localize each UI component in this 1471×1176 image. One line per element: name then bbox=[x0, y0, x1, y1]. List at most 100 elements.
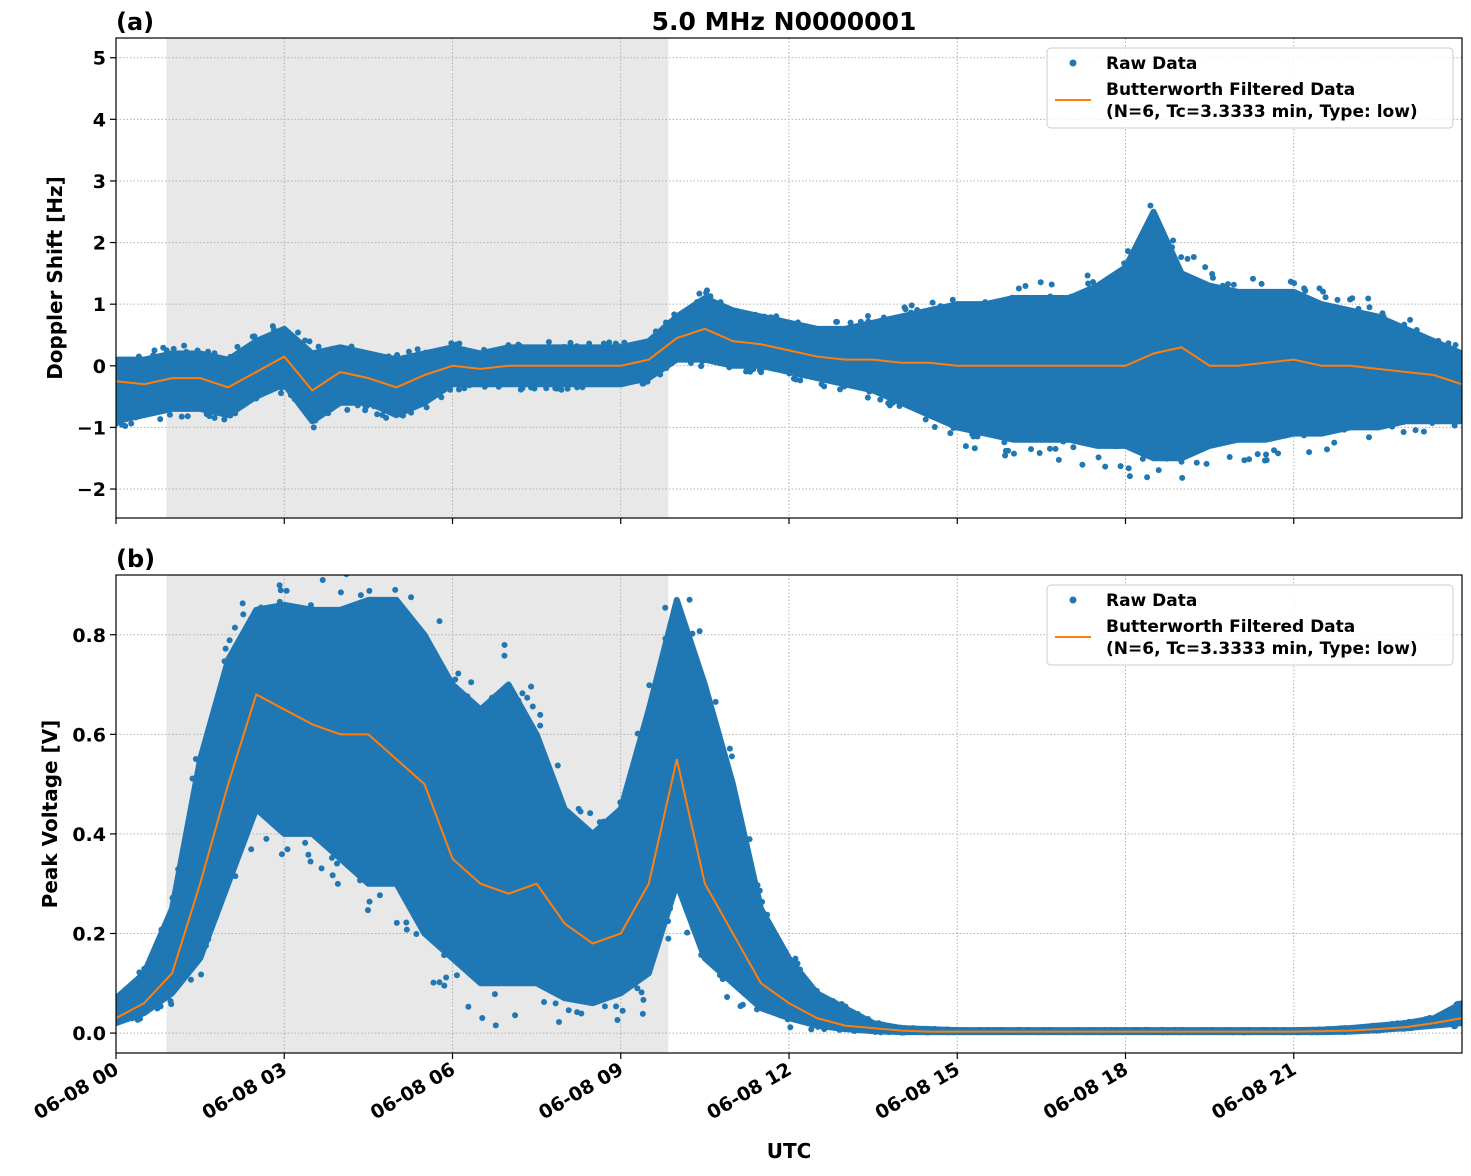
raw-data-point bbox=[319, 577, 326, 584]
raw-data-point bbox=[466, 382, 473, 389]
raw-data-point bbox=[294, 329, 301, 336]
y-tick-label: 0.2 bbox=[72, 924, 106, 946]
raw-data-point bbox=[907, 309, 914, 316]
raw-data-point bbox=[312, 417, 319, 424]
raw-data-point bbox=[379, 411, 386, 418]
raw-data-point bbox=[794, 960, 801, 967]
raw-data-point bbox=[877, 396, 884, 403]
legend-filtered-params: (N=6, Tc=3.3333 min, Type: low) bbox=[1106, 102, 1418, 122]
raw-data-point bbox=[1144, 474, 1151, 481]
raw-data-point bbox=[556, 1019, 563, 1026]
raw-data-point bbox=[528, 384, 535, 391]
raw-data-point bbox=[1334, 296, 1341, 303]
raw-data-point bbox=[370, 561, 376, 567]
raw-data-point bbox=[202, 942, 209, 949]
raw-data-point bbox=[804, 323, 811, 330]
raw-data-point bbox=[750, 366, 757, 373]
raw-data-point bbox=[1028, 446, 1035, 453]
raw-data-point bbox=[461, 385, 468, 392]
raw-data-point bbox=[211, 350, 218, 357]
raw-data-point bbox=[1010, 450, 1017, 457]
raw-data-point bbox=[408, 409, 415, 416]
raw-data-point bbox=[158, 926, 165, 933]
raw-data-point bbox=[287, 392, 294, 399]
y-tick-label: 5 bbox=[93, 48, 106, 70]
raw-data-point bbox=[1453, 1001, 1460, 1008]
raw-data-point bbox=[759, 365, 766, 372]
raw-data-point bbox=[1366, 304, 1373, 311]
raw-data-point bbox=[258, 604, 265, 611]
raw-data-point bbox=[886, 402, 893, 409]
raw-data-point bbox=[665, 918, 672, 925]
raw-data-point bbox=[403, 919, 410, 926]
raw-data-point bbox=[1426, 418, 1433, 425]
raw-data-point bbox=[150, 352, 157, 359]
raw-data-point bbox=[343, 575, 350, 578]
raw-data-point bbox=[181, 342, 188, 349]
raw-data-point bbox=[436, 618, 443, 625]
raw-data-point bbox=[537, 722, 544, 729]
raw-data-point bbox=[1241, 457, 1248, 464]
raw-data-point bbox=[974, 433, 981, 440]
raw-data-point bbox=[690, 925, 697, 932]
raw-data-point bbox=[194, 347, 201, 354]
raw-data-point bbox=[885, 1029, 892, 1036]
raw-data-point bbox=[505, 342, 512, 349]
raw-data-point bbox=[515, 341, 522, 348]
raw-data-point bbox=[841, 383, 848, 390]
raw-data-band bbox=[116, 596, 1462, 1036]
raw-data-point bbox=[574, 384, 581, 391]
raw-data-point bbox=[1047, 293, 1054, 300]
raw-data-point bbox=[501, 652, 508, 659]
raw-data-point bbox=[814, 1023, 821, 1030]
raw-data-point bbox=[135, 353, 142, 360]
raw-data-point bbox=[1275, 450, 1282, 457]
raw-data-point bbox=[137, 1015, 144, 1022]
raw-data-point bbox=[1163, 455, 1170, 462]
raw-data-point bbox=[348, 343, 355, 350]
raw-data-point bbox=[574, 1009, 581, 1016]
raw-data-point bbox=[573, 343, 580, 350]
raw-data-point bbox=[1002, 452, 1009, 459]
raw-data-point bbox=[865, 1016, 872, 1023]
raw-data-point bbox=[414, 346, 421, 353]
legend-filtered-params: (N=6, Tc=3.3333 min, Type: low) bbox=[1106, 639, 1418, 659]
raw-data-point bbox=[263, 835, 270, 842]
raw-data-point bbox=[129, 1015, 136, 1022]
raw-data-point bbox=[619, 1007, 626, 1014]
raw-data-point bbox=[1067, 293, 1074, 300]
raw-data-point bbox=[354, 402, 361, 409]
raw-data-point bbox=[392, 586, 399, 593]
raw-data-point bbox=[1114, 443, 1121, 450]
raw-data-point bbox=[1271, 447, 1278, 454]
raw-data-point bbox=[1258, 280, 1265, 287]
raw-data-point bbox=[1155, 467, 1162, 474]
raw-data-point bbox=[178, 413, 185, 420]
raw-data-point bbox=[1124, 248, 1131, 255]
raw-data-point bbox=[639, 380, 646, 387]
raw-data-point bbox=[864, 394, 871, 401]
raw-data-point bbox=[1451, 422, 1458, 429]
raw-data-point bbox=[276, 582, 283, 589]
raw-data-point bbox=[157, 416, 164, 423]
raw-data-point bbox=[1178, 458, 1185, 465]
raw-data-point bbox=[880, 314, 887, 321]
raw-data-point bbox=[337, 589, 344, 596]
raw-data-point bbox=[455, 670, 462, 677]
raw-data-point bbox=[667, 905, 674, 912]
y-tick-label: 2 bbox=[93, 233, 106, 255]
raw-data-point bbox=[775, 317, 782, 324]
raw-data-point bbox=[383, 557, 389, 563]
raw-data-point bbox=[703, 289, 710, 296]
raw-data-point bbox=[357, 592, 364, 599]
raw-data-point bbox=[192, 756, 199, 763]
raw-data-point bbox=[767, 314, 774, 321]
raw-data-point bbox=[1001, 439, 1008, 446]
raw-data-point bbox=[1355, 305, 1362, 312]
raw-data-point bbox=[464, 693, 471, 700]
raw-data-point bbox=[969, 431, 976, 438]
raw-data-point bbox=[1095, 454, 1102, 461]
raw-data-point bbox=[962, 443, 969, 450]
raw-data-point bbox=[222, 645, 229, 652]
raw-data-point bbox=[786, 370, 793, 377]
